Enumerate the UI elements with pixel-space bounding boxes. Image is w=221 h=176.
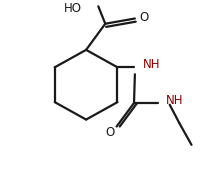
Text: O: O bbox=[140, 11, 149, 24]
Text: NH: NH bbox=[143, 58, 160, 71]
Text: HO: HO bbox=[64, 2, 82, 15]
Text: O: O bbox=[105, 126, 114, 139]
Text: NH: NH bbox=[166, 94, 184, 107]
